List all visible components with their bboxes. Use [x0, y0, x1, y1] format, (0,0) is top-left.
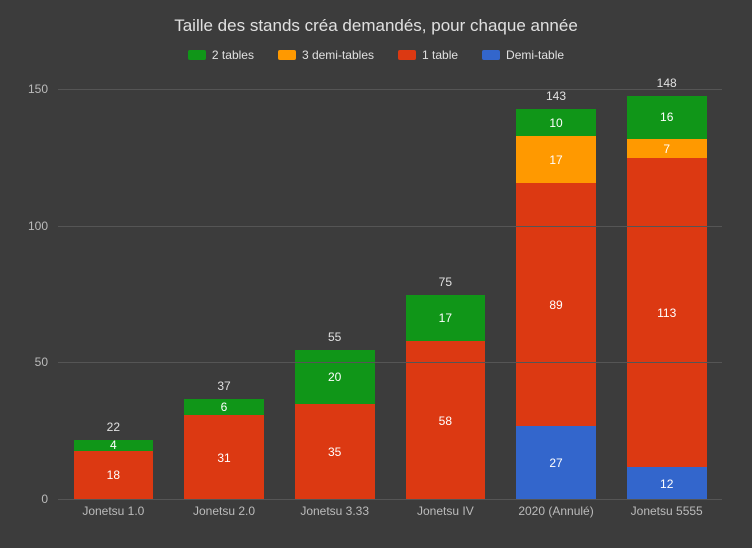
- bar-segment: 6: [184, 399, 264, 415]
- y-tick-label: 150: [28, 82, 58, 96]
- legend-swatch: [398, 50, 416, 60]
- chart-title: Taille des stands créa demandés, pour ch…: [0, 0, 752, 36]
- legend-swatch: [278, 50, 296, 60]
- bar-segment: 16: [627, 96, 707, 140]
- bar-segment: 31: [184, 415, 264, 500]
- legend-label: 3 demi-tables: [302, 48, 374, 62]
- bar-total-label: 37: [217, 379, 230, 393]
- legend-label: 2 tables: [212, 48, 254, 62]
- bar-slot: 12113716148: [611, 90, 722, 500]
- legend-item: 1 table: [398, 48, 458, 62]
- bar-segment: 18: [74, 451, 154, 500]
- bar-segment: 58: [406, 341, 486, 500]
- bars-row: 1842231637352055581775278917101431211371…: [58, 90, 722, 500]
- legend-item: 3 demi-tables: [278, 48, 374, 62]
- x-axis-label: Jonetsu 3.33: [279, 504, 390, 518]
- bar-slot: 27891710 143: [501, 90, 612, 500]
- x-axis-label: Jonetsu 1.0: [58, 504, 169, 518]
- plot-area: 1842231637352055581775278917101431211371…: [58, 90, 722, 500]
- legend-item: 2 tables: [188, 48, 254, 62]
- x-axis-label: Jonetsu 2.0: [169, 504, 280, 518]
- bar-segment: 113: [627, 158, 707, 467]
- grid-line: 50: [58, 362, 722, 363]
- legend-swatch: [482, 50, 500, 60]
- bar-segment: 12: [627, 467, 707, 500]
- bar-segment: 7: [627, 139, 707, 158]
- chart-legend: 2 tables 3 demi-tables 1 table Demi-table: [0, 48, 752, 62]
- legend-label: Demi-table: [506, 48, 564, 62]
- y-tick-label: 50: [35, 355, 58, 369]
- bar-slot: 316 37: [169, 90, 280, 500]
- stacked-bar: 352055: [295, 350, 375, 500]
- bar-slot: 184 22: [58, 90, 169, 500]
- bar-segment: 17: [406, 295, 486, 341]
- legend-item: Demi-table: [482, 48, 564, 62]
- bar-total-label: 55: [328, 330, 341, 344]
- x-axis-labels: Jonetsu 1.0Jonetsu 2.0Jonetsu 3.33Jonets…: [58, 504, 722, 518]
- x-axis-label: Jonetsu IV: [390, 504, 501, 518]
- bar-segment: 27: [516, 426, 596, 500]
- bar-segment: 35: [295, 404, 375, 500]
- bar-segment: 10: [516, 109, 596, 136]
- bar-segment: 17: [516, 136, 596, 182]
- grid-line: 0: [58, 499, 722, 500]
- legend-swatch: [188, 50, 206, 60]
- legend-label: 1 table: [422, 48, 458, 62]
- bar-total-label: 75: [439, 275, 452, 289]
- bar-segment: 4: [74, 440, 154, 451]
- bar-segment: 20: [295, 350, 375, 405]
- bar-total-label: 22: [107, 420, 120, 434]
- bar-total-label: 143: [546, 89, 566, 103]
- stacked-bar: 31637: [184, 399, 264, 500]
- stacked-bar: 18422: [74, 440, 154, 500]
- y-tick-label: 0: [41, 492, 58, 506]
- bar-total-label: 148: [657, 76, 677, 90]
- grid-line: 150: [58, 89, 722, 90]
- chart-container: Taille des stands créa demandés, pour ch…: [0, 0, 752, 548]
- bar-slot: 3520 55: [279, 90, 390, 500]
- grid-line: 100: [58, 226, 722, 227]
- x-axis-label: 2020 (Annulé): [501, 504, 612, 518]
- stacked-bar: 27891710143: [516, 109, 596, 500]
- bar-slot: 5817 75: [390, 90, 501, 500]
- stacked-bar: 581775: [406, 295, 486, 500]
- x-axis-label: Jonetsu 5555: [611, 504, 722, 518]
- y-tick-label: 100: [28, 219, 58, 233]
- bar-segment: 89: [516, 183, 596, 426]
- stacked-bar: 12113716148: [627, 96, 707, 501]
